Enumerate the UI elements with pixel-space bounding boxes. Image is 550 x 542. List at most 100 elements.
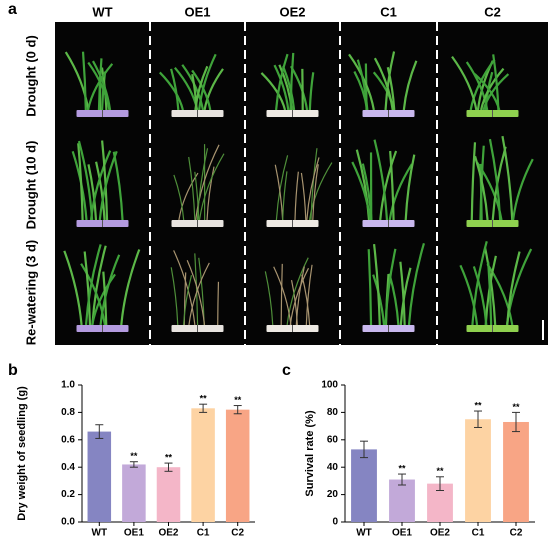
leaf [194, 253, 199, 326]
y-tick-label: 0.6 [61, 434, 75, 445]
y-tick-label: 0.4 [61, 462, 75, 473]
leaf [99, 254, 121, 326]
significance-label: ** [130, 451, 138, 461]
leaf [295, 266, 305, 326]
panel-label: c [282, 362, 291, 379]
error-bar [512, 411, 520, 433]
x-tick-label: C1 [197, 528, 210, 539]
bar [122, 464, 146, 522]
leaf [196, 148, 209, 221]
significance-label: ** [512, 402, 520, 412]
leaf [353, 70, 369, 111]
leaf [384, 51, 396, 111]
leaf [159, 71, 184, 111]
leaf [203, 68, 224, 111]
leaf [84, 244, 102, 326]
bar [225, 409, 250, 522]
leaf [173, 174, 185, 221]
leaf [384, 248, 397, 326]
bar [503, 421, 529, 522]
leaf [77, 143, 84, 221]
panel-label: a [8, 1, 17, 18]
leaf [386, 67, 396, 111]
y-tick-label: 40 [327, 462, 339, 473]
leaf [289, 267, 310, 326]
leaf [86, 63, 114, 111]
column-label: C2 [484, 4, 501, 19]
column-label: OE1 [184, 4, 210, 19]
bar [87, 431, 112, 522]
leaf [87, 164, 98, 221]
leaf [305, 264, 313, 326]
leaf [286, 257, 309, 326]
leaf [482, 73, 510, 111]
leaf [194, 65, 209, 111]
leaf [506, 251, 521, 326]
leaf [372, 274, 386, 326]
bar [191, 408, 215, 522]
leaf [451, 55, 478, 111]
significance-label: ** [234, 395, 242, 405]
column-label: C1 [380, 4, 397, 19]
leaf [91, 273, 116, 326]
y-tick-label: 0.8 [61, 407, 75, 418]
error-bar [474, 410, 482, 428]
leaf [280, 263, 283, 326]
leaf [273, 64, 290, 111]
leaf [188, 156, 196, 221]
leaf [101, 140, 109, 221]
significance-label: ** [474, 400, 482, 410]
leaf [300, 172, 307, 221]
leaf [264, 271, 274, 326]
leaf [275, 155, 289, 221]
error-bar [95, 424, 104, 439]
leaf [474, 155, 489, 221]
error-bar [436, 476, 444, 491]
leaf [81, 51, 87, 111]
leaf [459, 264, 479, 326]
leaf [473, 73, 501, 111]
leaf [465, 61, 489, 111]
row-label: Drought (0 d) [23, 35, 38, 117]
leaf [289, 52, 295, 111]
error-bar [199, 403, 208, 413]
x-tick-label: WT [356, 528, 372, 539]
leaf [63, 250, 83, 326]
leaf [512, 158, 534, 221]
error-bar [360, 440, 368, 459]
significance-label: ** [398, 463, 406, 473]
leaf [389, 150, 395, 221]
leaf [379, 150, 398, 221]
leaf [306, 157, 320, 221]
leaf [98, 150, 118, 221]
leaf [198, 53, 217, 111]
bar [156, 467, 181, 522]
leaf [488, 138, 502, 221]
error-bar [164, 462, 173, 472]
x-tick-label: C2 [231, 528, 244, 539]
leaf [120, 249, 141, 326]
leaf [404, 154, 416, 221]
leaf [77, 140, 94, 221]
leaf [260, 72, 287, 111]
leaf [501, 135, 514, 221]
leaf [310, 148, 318, 221]
leaf [348, 53, 375, 111]
significance-label: ** [200, 394, 208, 404]
leaf [469, 58, 496, 111]
x-tick-label: OE1 [392, 528, 412, 539]
leaf [407, 243, 425, 326]
column-label: WT [92, 4, 112, 19]
leaf [181, 64, 205, 111]
leaf [170, 267, 179, 326]
leaf [273, 266, 292, 326]
y-tick-label: 100 [321, 380, 338, 391]
leaf [301, 274, 311, 326]
leaf [170, 68, 180, 111]
leaf [188, 262, 210, 326]
leaf [282, 171, 288, 221]
bar [465, 419, 491, 522]
row-label: Drought (10 d) [23, 141, 38, 230]
leaf [194, 171, 200, 221]
leaf [173, 250, 196, 326]
